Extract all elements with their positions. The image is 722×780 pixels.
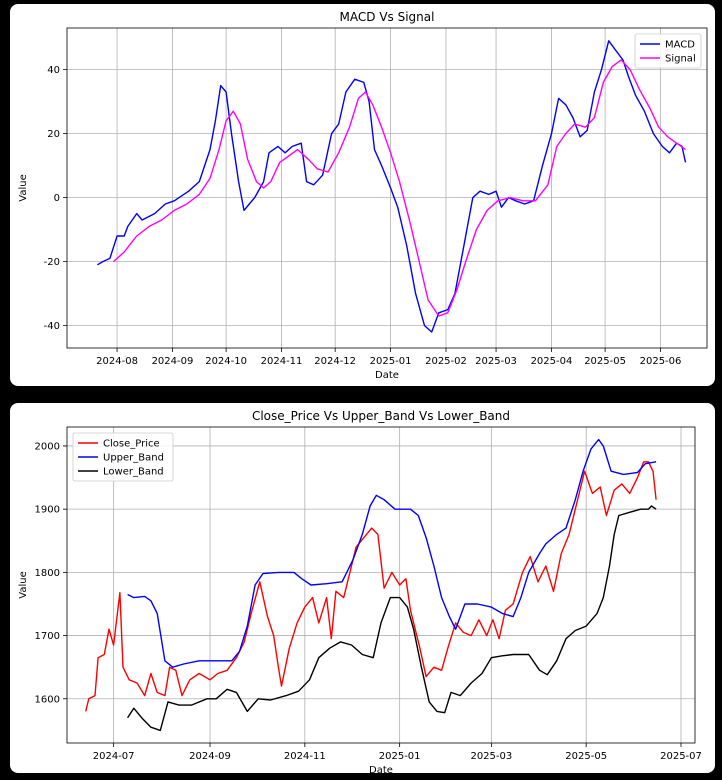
series-line-macd — [97, 40, 687, 333]
chart-title: MACD Vs Signal — [340, 10, 435, 24]
y-tick-label: 1800 — [35, 568, 60, 579]
y-tick-label: 1700 — [35, 631, 60, 642]
x-tick-label: 2025-01 — [379, 751, 421, 762]
x-tick-label: 2025-02 — [425, 356, 467, 367]
chart-grid — [67, 28, 707, 348]
chart-legend: MACD Signal — [634, 33, 702, 69]
series-line-upper-band — [127, 438, 657, 668]
x-tick-label: 2025-03 — [475, 356, 517, 367]
legend-box — [634, 33, 702, 69]
x-tick-label: 2024-09 — [152, 356, 194, 367]
x-tick-label: 2024-12 — [314, 356, 356, 367]
x-tick-label: 2025-01 — [370, 356, 412, 367]
y-tick-label: 1900 — [35, 505, 60, 516]
plot-area — [66, 27, 708, 349]
y-axis-label: Value — [18, 174, 29, 201]
legend-label: Close_Price — [103, 439, 160, 450]
y-tick-label: -40 — [44, 321, 60, 332]
chart-title: Close_Price Vs Upper_Band Vs Lower_Band — [252, 409, 510, 423]
y-tick-label: 0 — [54, 193, 60, 204]
x-tick-label: 2024-11 — [261, 356, 303, 367]
series-line-close-price — [85, 461, 657, 712]
y-tick-label: 1600 — [35, 694, 60, 705]
x-tick-label: 2025-05 — [565, 751, 607, 762]
y-axis-label: Value — [18, 571, 29, 598]
legend-box — [72, 432, 174, 482]
x-tick-label: 2025-04 — [531, 356, 573, 367]
x-tick-label: 2024-10 — [205, 356, 247, 367]
x-tick-label: 2025-07 — [660, 751, 702, 762]
plot-area — [66, 426, 696, 744]
x-tick-label: 2024-11 — [284, 751, 326, 762]
bands-chart: 2024-07 2024-09 2024-11 2025-01 2025-03 2025-… — [18, 409, 702, 773]
x-axis-label: Date — [375, 370, 399, 381]
y-axis-ticks: -40 -20 0 20 40 — [44, 65, 67, 332]
x-tick-label: 2025-05 — [584, 356, 626, 367]
series-line-lower-band — [127, 505, 657, 732]
legend-label: Upper_Band — [103, 453, 164, 464]
x-axis-ticks: 2024-07 2024-09 2024-11 2025-01 2025-03 2025-… — [93, 743, 702, 762]
y-axis-ticks: 1600 1700 1800 1900 2000 — [35, 441, 67, 705]
y-tick-label: -20 — [44, 257, 60, 268]
bands-chart-panel: 2024-07 2024-09 2024-11 2025-01 2025-03 2025-… — [10, 403, 715, 773]
x-axis-ticks: 2024-08 2024-09 2024-10 2024-11 2024-12 2025-… — [96, 348, 681, 367]
macd-chart-panel: 2024-08 2024-09 2024-10 2024-11 2024-12 2025-… — [10, 4, 715, 386]
y-tick-label: 40 — [47, 65, 60, 76]
chart-series-lines — [97, 40, 687, 333]
chart-legend: Close_Price Upper_Band Lower_Band — [72, 432, 174, 482]
y-tick-label: 20 — [47, 129, 60, 140]
x-tick-label: 2025-03 — [470, 751, 512, 762]
series-line-signal — [113, 59, 686, 317]
chart-series-lines — [85, 438, 657, 732]
y-tick-label: 2000 — [35, 441, 60, 452]
macd-chart: 2024-08 2024-09 2024-10 2024-11 2024-12 2025-… — [18, 10, 708, 381]
x-tick-label: 2025-06 — [640, 356, 682, 367]
x-tick-label: 2024-09 — [189, 751, 231, 762]
x-tick-label: 2024-08 — [96, 356, 138, 367]
x-tick-label: 2024-07 — [93, 751, 135, 762]
legend-label: MACD — [665, 40, 695, 51]
x-axis-label: Date — [369, 765, 393, 773]
chart-grid — [67, 427, 695, 743]
legend-label: Signal — [665, 54, 696, 65]
legend-label: Lower_Band — [103, 467, 164, 478]
